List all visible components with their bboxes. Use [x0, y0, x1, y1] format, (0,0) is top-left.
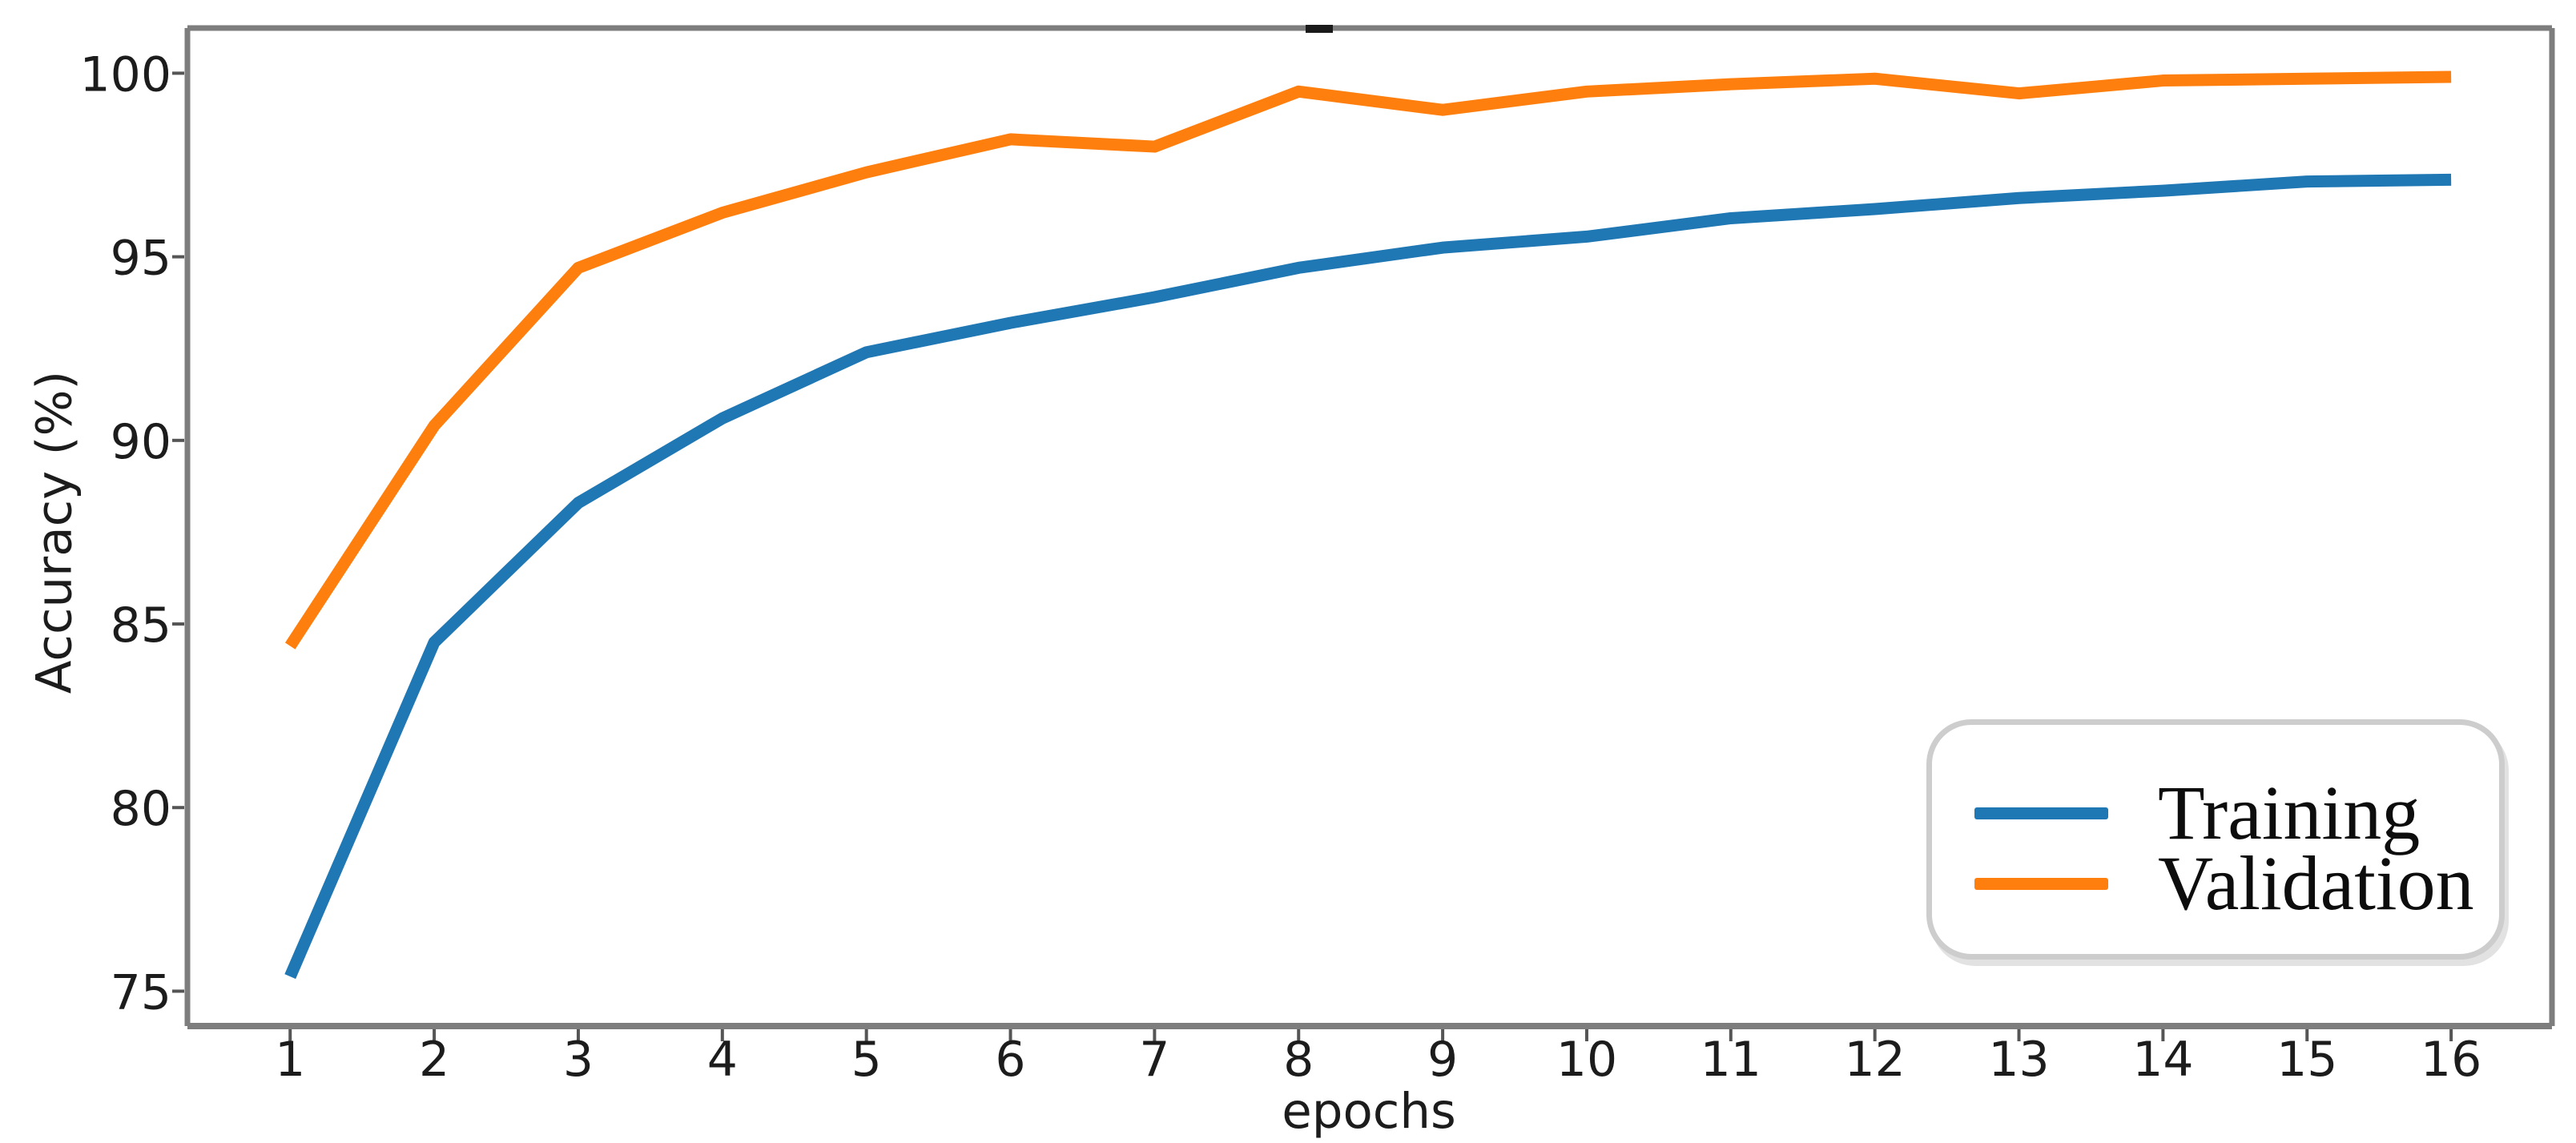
x-tick-label-5: 5: [851, 1032, 882, 1088]
plot-border: [184, 25, 2555, 1029]
y-tick-label-75: 75: [111, 964, 171, 1020]
x-tick-label-2: 2: [419, 1032, 449, 1088]
x-tick-label-9: 9: [1427, 1032, 1458, 1088]
legend-entry-training: Training: [1932, 775, 2499, 851]
x-tick-label-8: 8: [1283, 1032, 1314, 1088]
legend-entry-validation: Validation: [1932, 845, 2499, 922]
training-line: [284, 173, 2452, 980]
data-series-lines: [284, 70, 2452, 980]
x-tick-label-4: 4: [707, 1032, 738, 1088]
chart-legend: Training Validation: [1926, 719, 2505, 960]
y-tick-label-80: 80: [111, 781, 171, 837]
validation-line-swatch: [1974, 877, 2108, 890]
x-tick-label-12: 12: [1844, 1032, 1905, 1088]
x-tick-label-7: 7: [1139, 1032, 1169, 1088]
x-tick-label-1: 1: [275, 1032, 305, 1088]
y-tick-label-95: 95: [111, 231, 171, 287]
y-axis-title: Accuracy (%): [26, 370, 83, 694]
x-tick-label-14: 14: [2132, 1032, 2193, 1088]
x-tick-label-3: 3: [563, 1032, 594, 1088]
x-tick-label-11: 11: [1701, 1032, 1761, 1088]
y-tick-label-90: 90: [111, 414, 171, 470]
legend-label-training: Training: [2158, 770, 2421, 855]
x-axis-title: epochs: [1282, 1083, 1456, 1140]
legend-label-validation: Validation: [2158, 840, 2474, 926]
training-line-swatch: [1974, 807, 2108, 819]
top-center-artifact-mark: [1306, 25, 1333, 33]
x-tick-label-13: 13: [1988, 1032, 2049, 1088]
x-tick-label-16: 16: [2421, 1032, 2481, 1088]
x-tick-label-6: 6: [995, 1032, 1025, 1088]
y-tick-label-85: 85: [111, 598, 171, 654]
x-tick-label-15: 15: [2276, 1032, 2337, 1088]
y-tick-label-100: 100: [79, 46, 171, 103]
x-tick-label-10: 10: [1556, 1032, 1617, 1088]
validation-line: [284, 70, 2452, 650]
axis-ticks: [172, 71, 2453, 1041]
